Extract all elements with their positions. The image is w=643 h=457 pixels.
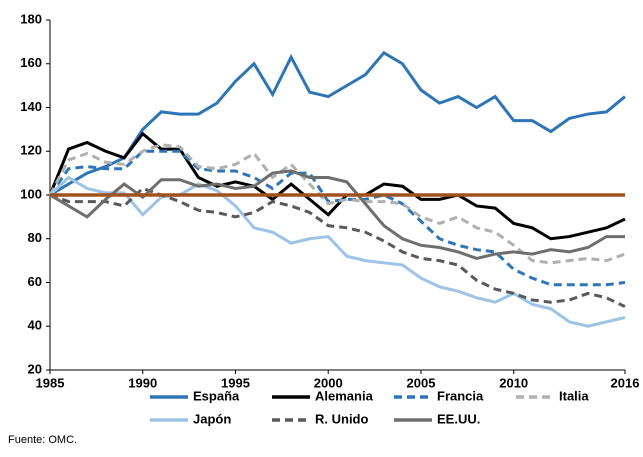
x-tick-label: 1985	[36, 375, 65, 390]
legend-label: EE.UU.	[437, 411, 480, 426]
series-line	[48, 175, 626, 328]
y-tick-label: 160	[20, 55, 42, 70]
series-line	[48, 149, 626, 287]
y-tick-label: 180	[20, 11, 42, 26]
x-tick-label: 1990	[128, 375, 157, 390]
y-tick-label: 40	[28, 318, 42, 333]
y-tick-label: 80	[28, 230, 42, 245]
series-line	[49, 186, 626, 308]
series-line	[49, 50, 626, 197]
legend-label: R. Unido	[315, 411, 368, 426]
y-tick-label: 100	[20, 186, 42, 201]
legend-label: Italia	[559, 388, 589, 403]
x-tick-label: 2016	[611, 375, 640, 390]
source-note: Fuente: OMC.	[8, 434, 77, 446]
series-line	[48, 143, 626, 265]
legend-label: Alemania	[315, 388, 374, 403]
x-tick-label: 1995	[221, 375, 250, 390]
y-tick-label: 140	[20, 99, 42, 114]
series-line	[48, 131, 626, 241]
y-tick-label: 60	[28, 274, 42, 289]
y-tick-label: 20	[28, 361, 42, 376]
x-tick-label: 2010	[499, 375, 528, 390]
x-tick-label: 2000	[314, 375, 343, 390]
legend-label: Francia	[437, 388, 484, 403]
y-tick-label: 120	[20, 143, 42, 158]
legend-label: España	[193, 388, 240, 403]
x-tick-label: 2005	[407, 375, 436, 390]
legend-label: Japón	[193, 411, 231, 426]
